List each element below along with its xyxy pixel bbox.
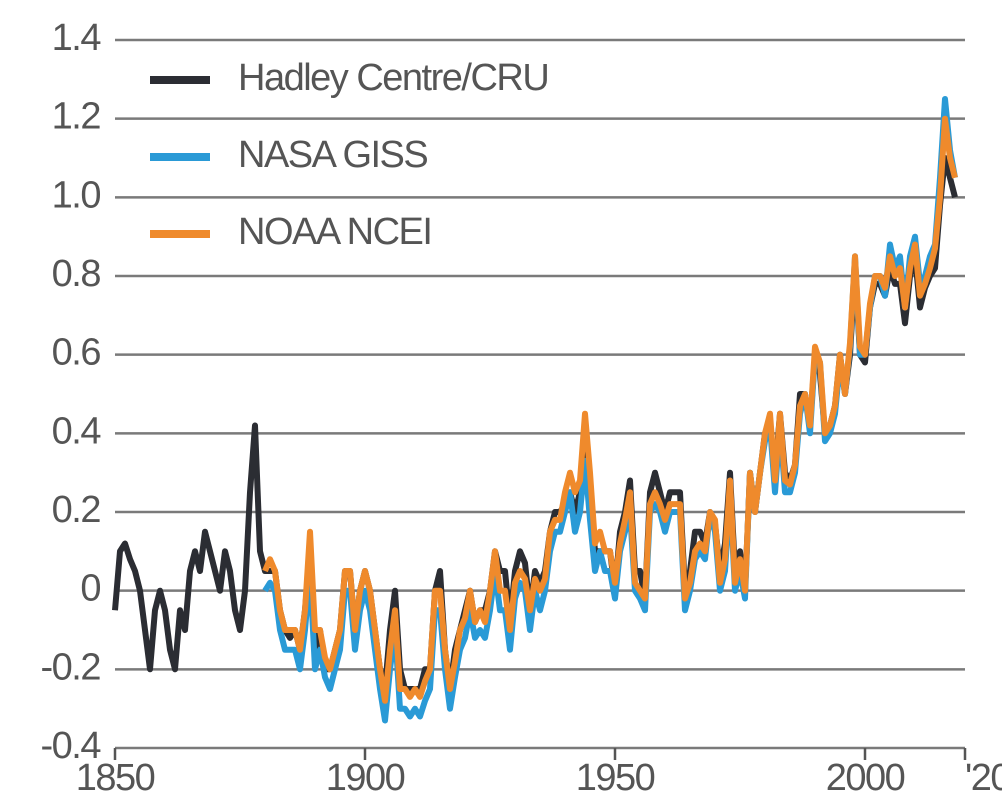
y-tick-label: 0.4: [52, 410, 102, 452]
y-tick-label: 1.0: [52, 174, 101, 216]
x-tick-label: 2000: [826, 757, 905, 799]
y-tick-label: 0: [80, 568, 100, 610]
y-tick-label: 0.8: [52, 253, 101, 295]
y-tick-label: -0.4: [41, 725, 102, 767]
legend-label: NASA GISS: [238, 134, 427, 176]
x-tick-label: 1900: [326, 757, 405, 799]
series-line: [262, 115, 958, 704]
y-tick-label: 0.2: [52, 489, 101, 531]
legend-label: NOAA NCEI: [238, 211, 431, 253]
legend-label: Hadley Centre/CRU: [238, 57, 548, 99]
y-tick-label: -0.2: [41, 646, 101, 688]
x-tick-label: '20: [965, 757, 1002, 799]
x-tick-label: 1950: [576, 757, 655, 799]
y-tick-label: 1.4: [52, 17, 102, 59]
y-tick-label: 1.2: [52, 96, 101, 138]
series-line: [262, 96, 958, 724]
y-tick-label: 0.6: [52, 332, 101, 374]
x-tick-label: 1850: [76, 757, 155, 799]
